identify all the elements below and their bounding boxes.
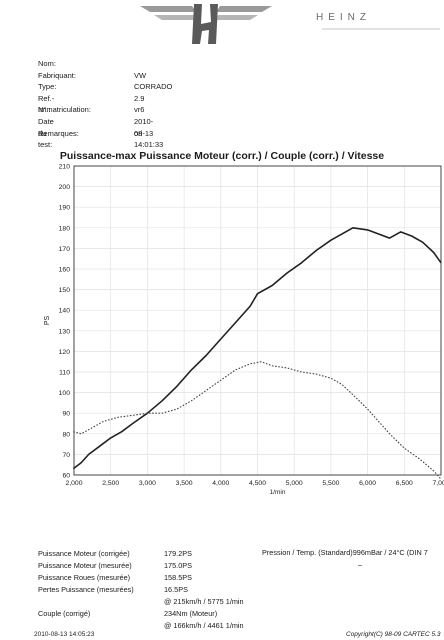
x-tick-label: 2,000 <box>65 480 82 487</box>
pressure-dash: – <box>358 560 363 569</box>
x-tick-label: 3,000 <box>139 480 156 487</box>
torque-curve-line <box>73 361 442 480</box>
y-axis-label: PS <box>44 316 51 326</box>
y-tick-label: 110 <box>59 370 70 377</box>
x-tick-label: 5,000 <box>286 480 303 487</box>
y-tick-label: 180 <box>59 225 71 232</box>
y-tick-label: 170 <box>59 246 71 253</box>
y-tick-label: 70 <box>62 452 70 459</box>
copyright: Copyright(C) 98-09 CARTEC 5.3 <box>346 631 441 638</box>
x-axis-label: 1/min <box>270 489 286 496</box>
winged-h-logo-icon <box>136 0 276 48</box>
y-tick-label: 60 <box>62 473 70 480</box>
x-tick-label: 4,500 <box>249 480 266 487</box>
power-curve-line <box>72 227 442 470</box>
brand-name: HEINZ <box>316 12 371 23</box>
chart-title: Puissance-max Puissance Moteur (corr.) /… <box>59 150 385 162</box>
y-tick-label: 130 <box>59 328 71 335</box>
brand-underline <box>322 28 440 30</box>
plot-frame <box>73 165 442 476</box>
x-tick-label: 4,000 <box>212 480 229 487</box>
y-tick-label: 150 <box>59 287 71 294</box>
x-tick-label: 5,500 <box>322 480 339 487</box>
x-tick-label: 7,000 <box>432 480 444 487</box>
y-tick-label: 140 <box>59 308 71 315</box>
x-tick-label: 2,500 <box>102 480 119 487</box>
x-tick-label: 3,500 <box>176 480 193 487</box>
x-tick-label: 6,500 <box>396 480 413 487</box>
print-timestamp: 2010-08-13 14:05:23 <box>34 631 95 638</box>
y-tick-label: 190 <box>59 205 71 212</box>
y-tick-label: 160 <box>59 267 71 274</box>
y-tick-label: 210 <box>59 164 71 171</box>
y-tick-label: 200 <box>59 184 71 191</box>
y-tick-label: 90 <box>62 411 70 418</box>
x-tick-label: 6,000 <box>359 480 376 487</box>
pressure-temp-text: Pression / Temp. (Standard)996mBar / 24°… <box>262 548 428 557</box>
y-tick-label: 80 <box>62 431 70 438</box>
y-tick-label: 120 <box>59 349 71 356</box>
y-tick-label: 100 <box>59 390 71 397</box>
